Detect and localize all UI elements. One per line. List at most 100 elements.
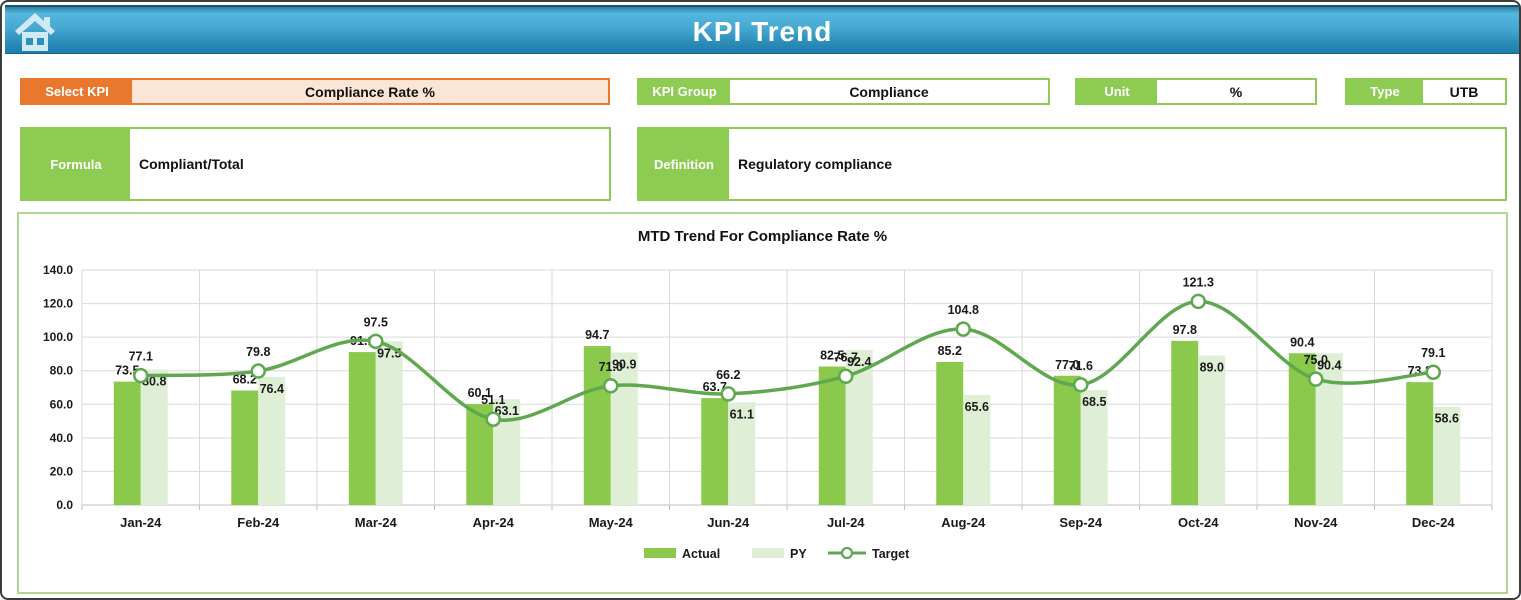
kpi-group-control: KPI Group Compliance <box>637 78 1050 105</box>
target-marker <box>1073 377 1089 393</box>
x-axis-category-label: Apr-24 <box>473 515 515 530</box>
target-marker <box>368 333 384 350</box>
type-control: Type UTB <box>1345 78 1507 105</box>
actual-data-label: 82.5 <box>820 349 844 363</box>
x-axis-category-label: Aug-24 <box>941 515 986 530</box>
legend-swatch-py <box>752 548 784 558</box>
bar-py <box>610 352 638 505</box>
py-data-label: 80.8 <box>142 374 166 388</box>
unit-value: % <box>1157 80 1315 103</box>
py-data-label: 65.6 <box>965 400 989 414</box>
target-data-label: 97.5 <box>364 315 388 329</box>
page-title: KPI Trend <box>692 16 833 47</box>
x-axis-category-label: Oct-24 <box>1178 515 1219 530</box>
x-axis-category-label: Feb-24 <box>237 515 280 530</box>
actual-data-label: 94.7 <box>585 328 609 342</box>
x-axis-category-label: Mar-24 <box>355 515 398 530</box>
x-axis-category-label: Jan-24 <box>120 515 162 530</box>
bar-py <box>140 369 168 505</box>
py-data-label: 58.6 <box>1435 412 1459 426</box>
y-axis-tick-label: 0.0 <box>56 498 73 512</box>
target-data-label: 121.3 <box>1183 275 1214 289</box>
bar-py <box>375 341 403 505</box>
x-axis-category-label: Nov-24 <box>1294 515 1338 530</box>
type-value: UTB <box>1423 80 1505 103</box>
actual-data-label: 77.0 <box>1055 358 1079 372</box>
py-data-label: 76.4 <box>260 382 284 396</box>
target-marker <box>485 411 501 427</box>
y-axis-tick-label: 100.0 <box>43 330 73 344</box>
formula-value: Compliant/Total <box>130 129 609 199</box>
target-data-label: 71.0 <box>599 360 623 374</box>
type-label: Type <box>1347 80 1423 103</box>
bar-actual <box>936 361 964 505</box>
x-axis-category-label: Sep-24 <box>1059 515 1102 530</box>
target-data-label: 77.1 <box>129 350 153 364</box>
bar-actual <box>113 381 141 505</box>
target-marker <box>603 378 619 394</box>
kpi-group-value: Compliance <box>730 80 1048 103</box>
x-axis-category-label: Jun-24 <box>707 515 750 530</box>
target-data-label: 75.0 <box>1304 353 1328 367</box>
actual-data-label: 60.1 <box>468 386 492 400</box>
y-axis-tick-label: 20.0 <box>50 464 74 478</box>
bar-py <box>1433 406 1461 505</box>
select-kpi-value-dropdown[interactable]: Compliance Rate % <box>132 80 608 103</box>
target-marker <box>250 363 266 379</box>
py-data-label: 89.0 <box>1200 361 1224 375</box>
x-axis-category-label: May-24 <box>589 515 634 530</box>
target-data-label: 104.8 <box>948 303 979 317</box>
home-button[interactable] <box>13 10 57 54</box>
legend-label-actual: Actual <box>682 547 720 561</box>
actual-data-label: 63.7 <box>703 380 727 394</box>
bar-actual <box>1171 340 1199 505</box>
target-marker <box>720 386 736 402</box>
gridlines <box>81 269 1493 510</box>
definition-control: Definition Regulatory compliance <box>637 127 1507 201</box>
trend-chart-panel: MTD Trend For Compliance Rate % 0.0 20.0 4… <box>17 212 1508 594</box>
bar-py <box>728 402 756 505</box>
bar-py <box>258 376 286 505</box>
bar-actual <box>818 366 846 505</box>
bar-actual <box>348 352 376 505</box>
py-data-label: 97.5 <box>377 346 401 360</box>
unit-label: Unit <box>1077 80 1157 103</box>
target-data-label: 71.6 <box>1069 359 1093 373</box>
y-axis-tick-label: 60.0 <box>50 397 74 411</box>
bar-actual <box>231 390 259 505</box>
select-kpi-label: Select KPI <box>22 80 132 103</box>
actual-data-label: 85.2 <box>938 344 962 358</box>
py-data-label: 92.4 <box>847 355 871 369</box>
target-marker <box>1190 293 1206 310</box>
x-axis-category-label: Jul-24 <box>827 515 865 530</box>
bar-actual <box>1053 375 1081 505</box>
py-data-label: 90.4 <box>1317 358 1341 372</box>
py-data-label: 61.1 <box>730 407 754 421</box>
target-marker <box>838 368 854 385</box>
py-data-label: 68.5 <box>1082 395 1106 409</box>
y-axis-tick-label: 40.0 <box>50 431 74 445</box>
chart-legend <box>644 546 866 560</box>
chart-title: MTD Trend For Compliance Rate % <box>637 228 888 245</box>
bar-py <box>1198 355 1226 505</box>
bar-series <box>113 340 1461 505</box>
py-data-label: 63.1 <box>495 404 519 418</box>
app-header: KPI Trend <box>5 5 1519 54</box>
bar-py <box>1080 390 1108 505</box>
bar-py <box>963 394 991 505</box>
formula-label: Formula <box>22 129 130 199</box>
target-marker <box>1425 364 1441 380</box>
target-marker <box>1308 371 1324 387</box>
kpi-group-label: KPI Group <box>639 80 730 103</box>
definition-label: Definition <box>639 129 729 199</box>
legend-label-target: Target <box>872 547 910 561</box>
target-data-label: 79.8 <box>246 345 270 359</box>
kpi-trend-chart: 0.020.040.060.080.0100.0120.0140.073.580… <box>43 263 1493 561</box>
formula-control: Formula Compliant/Total <box>20 127 611 201</box>
py-data-label: 90.9 <box>612 357 636 371</box>
legend-marker-target <box>840 546 854 560</box>
bar-actual <box>1406 382 1434 505</box>
select-kpi-control: Select KPI Compliance Rate % <box>20 78 610 105</box>
actual-data-label: 97.8 <box>1173 323 1197 337</box>
